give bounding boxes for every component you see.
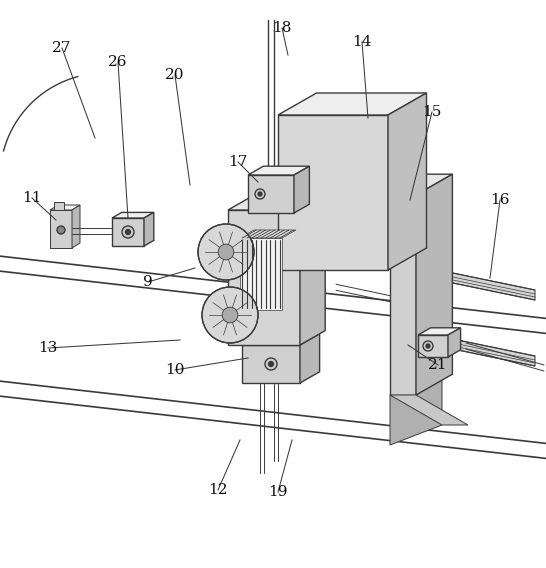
Polygon shape (112, 218, 144, 246)
Polygon shape (228, 210, 300, 345)
Circle shape (126, 229, 130, 235)
Polygon shape (294, 166, 310, 213)
Text: 12: 12 (208, 483, 228, 497)
Text: 14: 14 (352, 35, 372, 49)
Text: 15: 15 (422, 105, 442, 119)
Circle shape (198, 224, 254, 280)
Polygon shape (416, 174, 453, 395)
Text: 27: 27 (52, 41, 72, 55)
Circle shape (426, 344, 430, 348)
Polygon shape (112, 212, 154, 218)
Polygon shape (248, 175, 294, 213)
Polygon shape (448, 272, 535, 300)
Text: 16: 16 (490, 193, 510, 207)
Polygon shape (242, 345, 300, 383)
Polygon shape (242, 334, 319, 345)
Text: 10: 10 (165, 363, 185, 377)
Polygon shape (300, 334, 319, 383)
Text: 21: 21 (428, 358, 448, 372)
Polygon shape (144, 212, 154, 246)
Circle shape (218, 244, 234, 260)
Circle shape (222, 307, 238, 323)
Polygon shape (418, 328, 461, 335)
Polygon shape (54, 202, 64, 210)
Polygon shape (50, 205, 80, 210)
Text: 17: 17 (228, 155, 248, 169)
Polygon shape (248, 166, 310, 175)
Text: 13: 13 (38, 341, 58, 355)
Polygon shape (72, 205, 80, 248)
Circle shape (269, 361, 274, 366)
Polygon shape (390, 395, 468, 425)
Polygon shape (300, 195, 325, 345)
Polygon shape (278, 93, 426, 115)
Polygon shape (388, 93, 426, 270)
Polygon shape (390, 195, 416, 395)
Text: 19: 19 (268, 485, 288, 499)
Polygon shape (448, 328, 461, 357)
Polygon shape (228, 195, 325, 210)
Polygon shape (390, 375, 442, 445)
Text: 20: 20 (165, 68, 185, 82)
Polygon shape (418, 335, 448, 357)
Text: 9: 9 (143, 275, 153, 289)
Circle shape (258, 192, 262, 196)
Text: 26: 26 (108, 55, 128, 69)
Text: 11: 11 (22, 191, 41, 205)
Polygon shape (240, 230, 296, 238)
Circle shape (202, 287, 258, 343)
Polygon shape (240, 238, 282, 310)
Polygon shape (390, 174, 453, 195)
Polygon shape (50, 210, 72, 248)
Polygon shape (278, 115, 388, 270)
Text: 18: 18 (272, 21, 292, 35)
Polygon shape (448, 338, 535, 366)
Circle shape (57, 226, 65, 234)
